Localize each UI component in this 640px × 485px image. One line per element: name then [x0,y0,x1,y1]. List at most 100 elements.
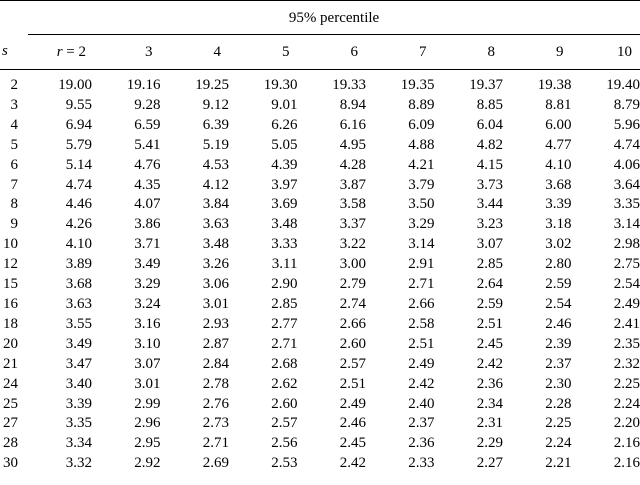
table-cell: 2.57 [339,355,366,372]
row-s-value: 30 [3,455,18,472]
table-cell: 3.35 [613,196,640,213]
table-cell: 2.57 [271,415,298,432]
table-cell: 6.04 [476,116,503,133]
table-cell: 2.96 [134,415,161,432]
table-cell: 2.25 [545,415,572,432]
table-cell: 19.37 [469,77,503,93]
col-var-symbol: r [56,43,63,60]
table-cell: 3.87 [339,176,366,193]
table-cell: 2.74 [339,295,366,312]
table-cell: 2.24 [613,395,640,412]
table-cell: 2.75 [613,256,640,273]
row-s-value: 18 [3,315,18,332]
table-cell: 3.89 [65,256,92,273]
table-row: 28 3.34 2.95 2.71 2.56 2.45 2.36 2.29 2.24 2.16 [0,434,640,454]
table-cell: 4.77 [545,136,572,153]
table-cell: 2.71 [271,335,298,352]
table-cell: 2.28 [545,395,572,412]
row-s-value: 9 [10,216,19,233]
table-row: 27 3.35 2.96 2.73 2.57 2.46 2.37 2.31 2.25 2.20 [0,414,640,434]
table-cell: 3.58 [339,196,366,213]
table-row: 4 6.94 6.59 6.39 6.26 6.16 6.09 6.04 6.00 5.96 [0,116,640,136]
table-cell: 6.59 [134,116,161,133]
table-cell: 3.16 [134,315,161,332]
col-header: 6 [350,43,359,60]
table-cell: 3.71 [134,236,161,253]
table-cell: 3.07 [476,236,503,253]
table-cell: 3.02 [545,236,572,253]
table-cell: 4.06 [613,156,640,173]
table-cell: 6.16 [339,116,366,133]
table-row: 7 4.74 4.35 4.12 3.97 3.87 3.79 3.73 3.68 3.64 [0,176,640,196]
table-cell: 2.51 [339,375,366,392]
table-cell: 4.07 [134,196,161,213]
row-s-value: 4 [10,116,19,133]
table-cell: 2.77 [271,315,298,332]
table-cell: 2.59 [545,276,572,293]
table-cell: 3.63 [65,295,92,312]
table-cell: 2.93 [202,315,229,332]
table-cell: 4.15 [476,156,503,173]
table-cell: 3.63 [202,216,229,233]
col-header: 7 [419,43,427,60]
table-row: 6 5.14 4.76 4.53 4.39 4.28 4.21 4.15 4.10 4.06 [0,156,640,176]
table-cell: 8.89 [408,96,435,113]
table-cell: 3.29 [408,216,435,233]
table-cell: 3.34 [65,435,92,452]
table-cell: 4.95 [339,136,366,153]
table-cell: 2.32 [613,355,640,372]
table-cell: 4.35 [134,176,161,193]
row-s-value: 28 [3,435,18,452]
table-cell: 2.68 [271,355,298,372]
table-cell: 3.79 [408,176,435,193]
row-var-header: s [2,43,8,60]
table-cell: 2.62 [271,375,298,392]
table-cell: 3.22 [339,236,366,253]
table-cell: 2.60 [339,335,366,352]
table-cell: 3.39 [545,196,572,213]
table-cell: 6.00 [545,116,572,133]
super-header-row: 95% percentile [0,0,640,35]
table-cell: 3.69 [271,196,298,213]
table-cell: 2.49 [613,295,640,312]
table-cell: 2.73 [202,415,229,432]
table-cell: 9.55 [65,96,92,113]
row-s-value: 27 [3,415,18,432]
table-cell: 2.36 [408,435,435,452]
percentile-table: 95% percentile s r = 2 3 4 5 6 7 8 9 10 … [0,0,640,472]
table-cell: 3.48 [202,236,229,253]
table-cell: 2.40 [408,395,435,412]
row-s-value: 21 [3,355,18,372]
table-cell: 2.24 [545,435,572,452]
table-cell: 2.42 [339,455,366,472]
table-cell: 4.10 [545,156,572,173]
table-cell: 2.64 [476,276,503,293]
table-cell: 3.47 [65,355,92,372]
table-cell: 5.79 [65,136,92,153]
table-cell: 3.49 [134,256,161,273]
table-cell: 3.49 [65,335,92,352]
row-s-value: 16 [3,295,18,312]
table-cell: 2.29 [476,435,503,452]
table-cell: 4.28 [339,156,366,173]
table-cell: 19.16 [126,77,161,93]
table-cell: 2.35 [613,335,640,352]
table-cell: 2.39 [545,335,572,352]
table-cell: 2.45 [476,335,503,352]
row-s-value: 12 [3,256,18,273]
table-cell: 3.07 [134,355,161,372]
table-cell: 2.42 [476,355,503,372]
table-cell: 5.19 [202,136,229,153]
table-cell: 2.49 [339,395,366,412]
table-cell: 3.00 [339,256,366,273]
table-cell: 3.44 [476,196,503,213]
table-cell: 2.56 [271,435,298,452]
table-cell: 2.66 [339,315,366,332]
table-cell: 3.14 [613,216,640,233]
table-cell: 2.16 [613,435,640,452]
table-cell: 2.71 [202,435,229,452]
table-cell: 3.97 [271,176,298,193]
table-cell: 2.51 [408,335,435,352]
table-cell: 2.85 [476,256,503,273]
table-row: 12 3.89 3.49 3.26 3.11 3.00 2.91 2.85 2.80 2.75 [0,255,640,275]
